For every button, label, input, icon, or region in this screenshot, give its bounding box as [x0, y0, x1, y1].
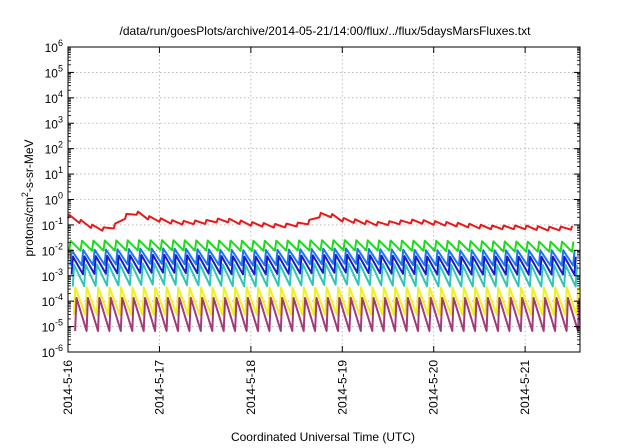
- x-tick-label: 2014-5-17: [152, 360, 166, 415]
- y-tick-label: 101: [45, 165, 63, 182]
- series-line-4: [71, 262, 578, 288]
- y-tick-label: 104: [45, 89, 63, 106]
- x-tick-label: 2014-5-20: [427, 360, 441, 415]
- y-tick-label: 102: [45, 140, 63, 157]
- x-tick-label: 2014-5-16: [61, 360, 75, 415]
- series-line-0: [67, 210, 574, 232]
- y-tick-label: 10-3: [42, 267, 63, 284]
- series-line-6: [74, 296, 581, 332]
- series-line-2: [69, 247, 576, 267]
- y-tick-label: 10-1: [42, 216, 63, 233]
- y-tick-label: 10-2: [42, 241, 63, 258]
- series-line-5: [72, 286, 580, 316]
- y-tick-label: 106: [45, 38, 63, 55]
- series-line-1: [68, 239, 575, 253]
- y-tick-label: 100: [45, 191, 63, 208]
- y-tick-label: 103: [45, 114, 63, 131]
- series-line-3: [70, 253, 577, 276]
- series-group: [67, 210, 581, 332]
- x-tick-label: 2014-5-21: [518, 360, 532, 415]
- y-tick-label: 10-6: [42, 343, 63, 360]
- x-axis-label: Coordinated Universal Time (UTC): [231, 430, 415, 444]
- chart-title: /data/run/goesPlots/archive/2014-05-21/1…: [120, 24, 532, 38]
- y-axis-label: protons/cm2-s-sr-MeV: [20, 139, 36, 256]
- y-tick-label: 10-5: [42, 318, 63, 335]
- x-tick-label: 2014-5-18: [244, 360, 258, 415]
- y-axis-label-prefix: protons/cm: [22, 197, 36, 256]
- ticks: 10-6 10-5 10-4 10-3 10-2 10-1 100 101 102 103 104 1…: [42, 38, 580, 415]
- y-tick-label: 10-4: [42, 292, 63, 309]
- y-axis-label-suffix: -s-sr-MeV: [22, 139, 36, 192]
- x-tick-label: 2014-5-19: [335, 360, 349, 415]
- y-tick-label: 105: [45, 63, 63, 80]
- y-axis-label-sup: 2: [20, 192, 30, 197]
